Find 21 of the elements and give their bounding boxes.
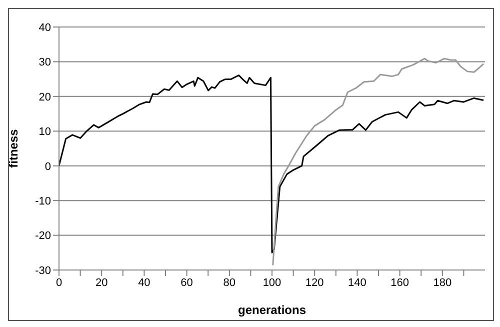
x-tick-label: 60: [180, 276, 193, 289]
y-tick-label: 30: [38, 56, 51, 69]
y-tick-label: 20: [38, 91, 51, 104]
x-tick-label: 20: [95, 276, 108, 289]
x-tick-label: 0: [56, 276, 62, 289]
x-tick-label: 80: [223, 276, 236, 289]
x-tick-label: 100: [262, 276, 282, 289]
x-axis-title: generations: [238, 303, 306, 317]
y-tick-label: 10: [38, 126, 51, 138]
x-tick-label: 120: [305, 276, 324, 289]
y-tick-label: 40: [38, 22, 51, 34]
y-tick-label: -30: [35, 264, 51, 277]
y-tick-label: -20: [35, 230, 51, 242]
line-series: [272, 58, 484, 266]
y-tick-label: -10: [35, 195, 51, 208]
y-tick-label: 0: [44, 160, 51, 173]
x-tick-label: 140: [348, 276, 366, 289]
x-tick-label: 40: [138, 276, 150, 289]
y-axis-title: fitness: [6, 128, 20, 168]
x-tick-label: 160: [390, 276, 409, 289]
x-tick-label: 180: [433, 276, 452, 289]
